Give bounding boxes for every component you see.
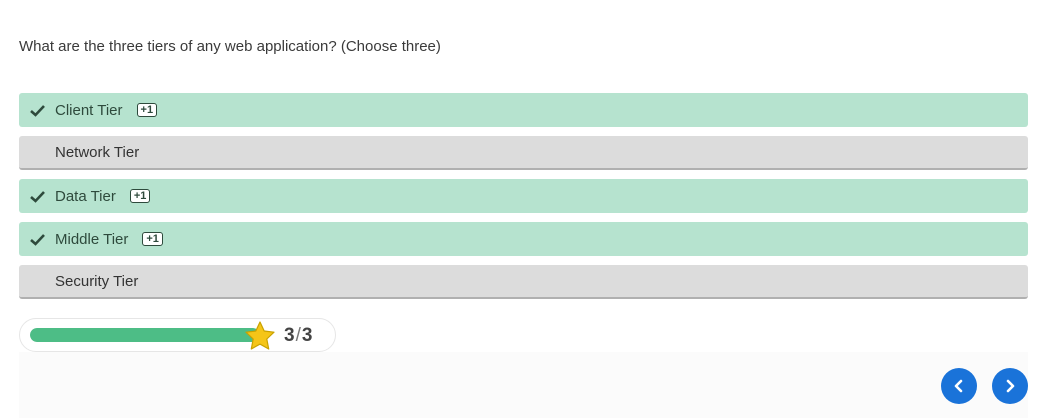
option-label: Security Tier [55, 272, 139, 290]
score-separator: / [295, 325, 301, 346]
next-button[interactable] [992, 368, 1028, 404]
chevron-right-icon [1006, 379, 1015, 393]
check-icon [19, 104, 55, 117]
option-label: Middle Tier [55, 230, 129, 248]
previous-button[interactable] [941, 368, 977, 404]
score-total: 3 [301, 325, 313, 346]
option-data-tier[interactable]: Data Tier +1 [19, 179, 1028, 213]
option-security-tier[interactable]: Security Tier [19, 265, 1028, 299]
points-badge: +1 [142, 232, 163, 246]
option-label: Client Tier [55, 101, 123, 119]
score-text: 3/3 [284, 325, 312, 347]
footer-bar [19, 352, 1028, 418]
answer-options: Client Tier +1 Network Tier Data Tier +1… [19, 93, 1028, 308]
option-middle-tier[interactable]: Middle Tier +1 [19, 222, 1028, 256]
points-badge: +1 [129, 189, 151, 203]
option-label: Network Tier [55, 143, 140, 161]
progress-fill [30, 328, 260, 342]
score-earned: 3 [284, 325, 295, 346]
option-network-tier[interactable]: Network Tier [19, 136, 1028, 170]
check-icon [19, 233, 55, 246]
points-badge: +1 [136, 103, 158, 117]
question-text: What are the three tiers of any web appl… [19, 38, 441, 55]
progress-track [30, 328, 260, 342]
option-label: Data Tier [55, 187, 116, 205]
star-icon [245, 321, 275, 350]
check-icon [19, 190, 55, 203]
score-progress: 3/3 [19, 318, 336, 352]
chevron-left-icon [954, 379, 963, 393]
option-client-tier[interactable]: Client Tier +1 [19, 93, 1028, 127]
